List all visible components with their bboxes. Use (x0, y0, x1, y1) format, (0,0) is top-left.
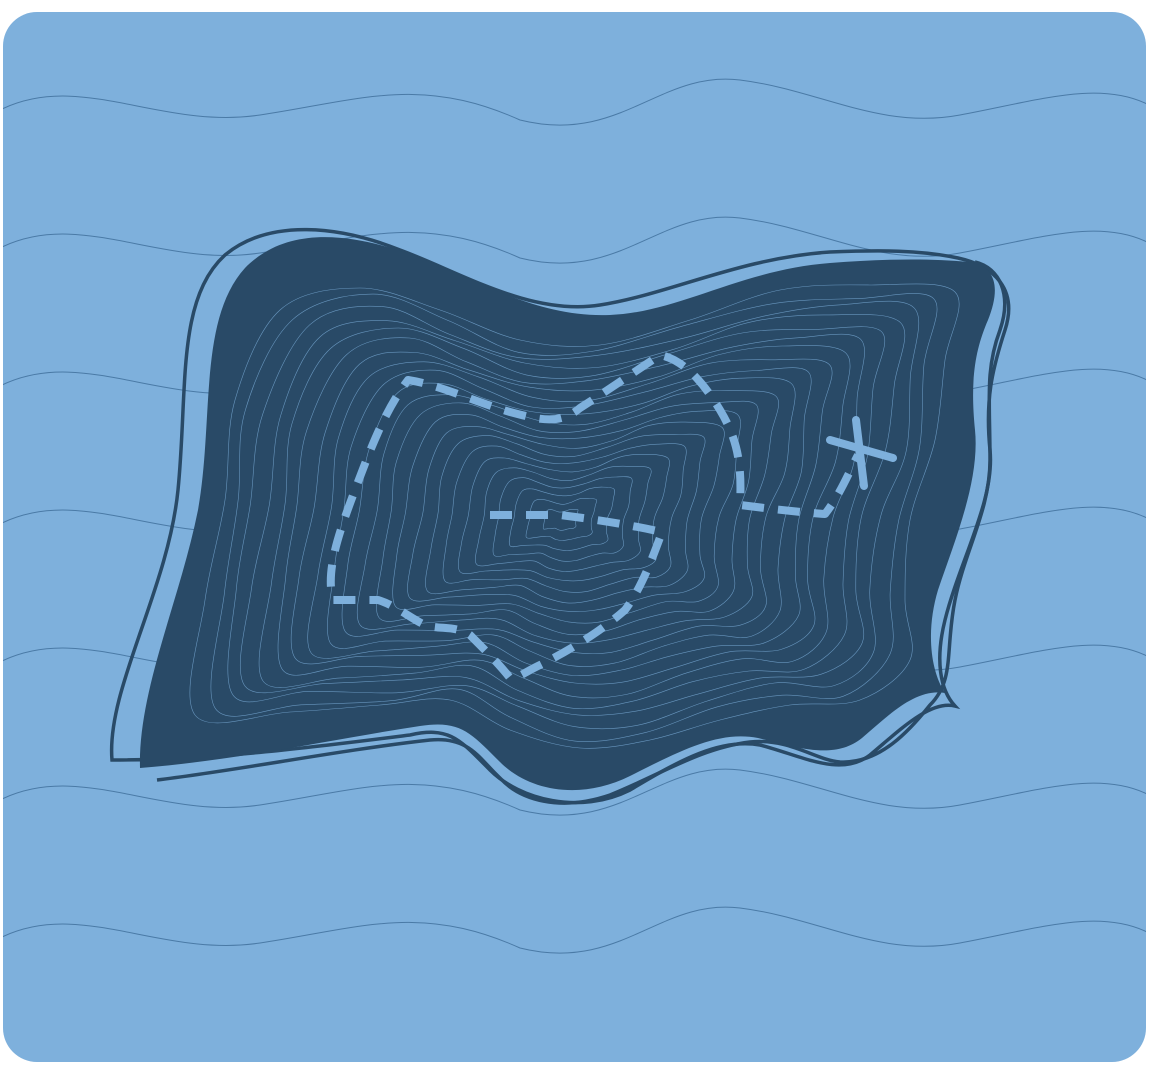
wave-line (3, 906, 1146, 954)
contour-line (290, 345, 851, 685)
contour-line (239, 314, 906, 716)
contour-line (492, 476, 633, 562)
contour-line (525, 498, 598, 541)
contour-line (475, 465, 652, 572)
contour-line (376, 400, 759, 636)
contour-line (407, 421, 725, 612)
x-mark-icon (826, 416, 897, 490)
wave-line (3, 768, 1146, 816)
wave-line (3, 78, 1146, 126)
island-outer-outline (156, 260, 1007, 805)
contour-line (356, 390, 779, 644)
contour-line (458, 453, 670, 582)
contour-line (392, 410, 741, 624)
wave-line (3, 216, 1146, 264)
contour-line (341, 377, 796, 655)
contour-line (327, 367, 812, 667)
contour-line (189, 283, 960, 749)
contour-line (307, 358, 833, 677)
island-contour-lines (189, 283, 960, 749)
contour-line (277, 333, 865, 699)
contour-line (425, 433, 706, 604)
trail-dashed-path (326, 351, 862, 683)
contour-line (258, 326, 886, 710)
contour-line (210, 293, 938, 742)
contour-line (442, 443, 687, 593)
contour-line (508, 486, 616, 551)
contour-line (227, 300, 919, 730)
